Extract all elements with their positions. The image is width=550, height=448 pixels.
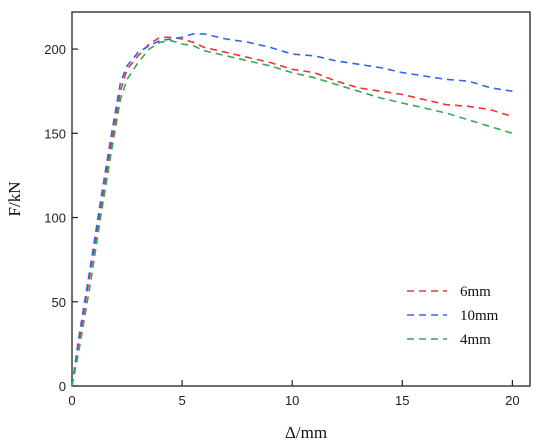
x-tick-label: 0 [68,393,75,408]
y-axis-title: F/kN [5,182,24,217]
series-line-4mm [71,39,513,387]
legend-label-6mm: 6mm [460,284,491,300]
y-tick-label: 0 [59,379,66,394]
x-tick-label: 15 [395,393,409,408]
series-line-10mm [71,33,513,387]
y-tick-label: 50 [52,295,66,310]
y-tick-label: 100 [44,211,66,226]
y-tick-label: 150 [44,126,66,141]
x-tick-label: 20 [505,393,519,408]
series-line-6mm [71,36,513,387]
legend-label-4mm: 4mm [460,332,491,348]
x-tick-label: 5 [178,393,185,408]
y-tick-label: 200 [44,42,66,57]
plot-frame [71,11,531,387]
legend-label-10mm: 10mm [460,308,499,324]
x-axis-title: Δ/mm [285,423,327,442]
x-tick-label: 10 [285,393,299,408]
